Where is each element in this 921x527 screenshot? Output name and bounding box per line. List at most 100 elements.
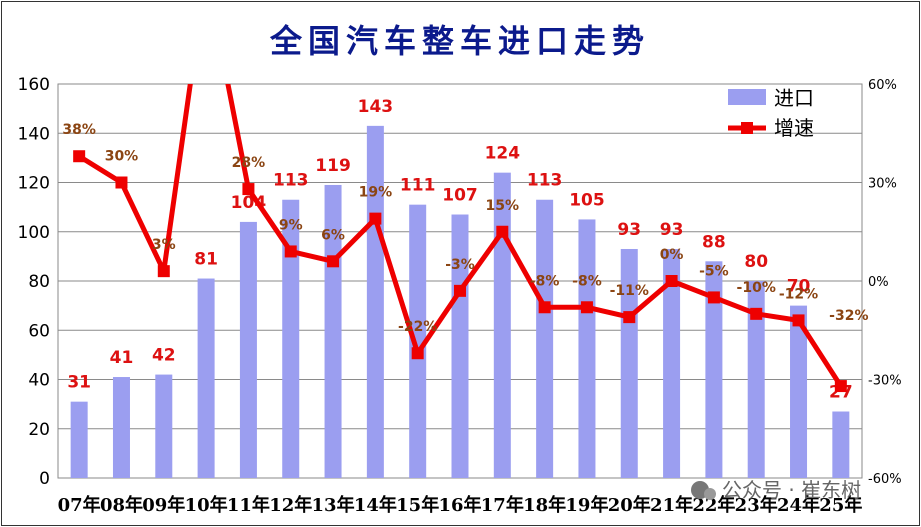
- growth-label: -10%: [737, 280, 776, 296]
- y-left-tick: 80: [28, 272, 50, 292]
- growth-marker: [284, 245, 297, 258]
- bar-label: 107: [442, 186, 478, 206]
- bar: [620, 248, 638, 478]
- y-left-tick: 100: [18, 223, 50, 243]
- x-tick-label: 24年: [777, 494, 820, 516]
- x-tick-label: 21年: [650, 494, 693, 516]
- x-tick-label: 20年: [608, 494, 651, 516]
- growth-label: 38%: [62, 122, 96, 138]
- growth-label: -5%: [699, 263, 729, 279]
- x-tick-label: 13年: [312, 494, 355, 516]
- bar: [197, 278, 215, 478]
- y-left-tick: 20: [28, 420, 50, 440]
- x-tick-label: 12年: [269, 494, 312, 516]
- x-tick-label: 14年: [354, 494, 397, 516]
- growth-marker: [750, 307, 763, 320]
- y-right-tick: 0%: [868, 275, 889, 290]
- legend-label-line: 增速: [774, 116, 814, 140]
- bar-label: 113: [527, 171, 563, 191]
- x-tick-label: 08年: [100, 494, 143, 516]
- growth-marker: [369, 212, 382, 225]
- growth-label: 15%: [486, 198, 520, 214]
- bar: [70, 401, 88, 478]
- bar: [747, 281, 765, 478]
- growth-marker: [538, 301, 551, 314]
- watermark-text: 公众号 · 崔东树: [722, 478, 861, 502]
- growth-label: -11%: [610, 283, 649, 299]
- growth-marker: [834, 380, 847, 393]
- y-left-tick: 120: [18, 174, 50, 194]
- growth-marker: [792, 314, 805, 327]
- growth-label: -32%: [829, 308, 868, 324]
- watermark: 公众号 · 崔东树: [691, 478, 861, 502]
- x-tick-label: 22年: [692, 494, 735, 516]
- growth-label: 28%: [232, 155, 266, 171]
- growth-label: -12%: [779, 286, 818, 302]
- growth-marker: [242, 183, 255, 196]
- legend-marker: [741, 122, 753, 134]
- x-tick-label: 16年: [438, 494, 481, 516]
- y-right-tick: 60%: [868, 78, 897, 93]
- growth-marker: [580, 301, 593, 314]
- bar: [282, 199, 300, 479]
- x-tick-label: 15年: [396, 494, 439, 516]
- bar: [536, 199, 554, 479]
- growth-label: 30%: [105, 149, 139, 165]
- chart-title: 全国汽车整车进口走势: [269, 22, 650, 60]
- growth-marker: [496, 225, 509, 238]
- growth-marker: [115, 176, 128, 189]
- bar-label: 88: [702, 232, 726, 252]
- y-right-tick: -30%: [868, 374, 902, 389]
- bar: [409, 204, 427, 478]
- y-left-tick: 60: [28, 321, 50, 341]
- bar-label: 31: [67, 373, 91, 393]
- y-right-tick: 30%: [868, 177, 897, 192]
- x-tick-label: 25年: [819, 494, 862, 516]
- bar: [493, 172, 511, 478]
- y-left-tick: 40: [28, 371, 50, 391]
- growth-marker: [707, 291, 720, 304]
- growth-label: 3%: [152, 237, 176, 253]
- growth-marker: [454, 284, 466, 297]
- bar: [705, 261, 723, 478]
- growth-label: -8%: [572, 273, 602, 289]
- growth-label: 0%: [660, 247, 684, 263]
- x-tick-label: 11年: [227, 494, 270, 516]
- growth-marker: [411, 347, 424, 360]
- growth-line: 38% 30% 3% 28% 9% 6% 19% -22% -3% 15% -8% -8% -11% 0%…: [62, 84, 869, 393]
- x-tick-label: 17年: [481, 494, 524, 516]
- growth-label: -8%: [530, 273, 560, 289]
- growth-marker: [73, 150, 86, 163]
- y-left-tick: 0: [39, 469, 50, 489]
- bar-label: 119: [315, 156, 351, 176]
- bar-label: 42: [152, 346, 176, 366]
- growth-marker: [665, 275, 678, 287]
- bar: [239, 221, 257, 478]
- growth-marker: [157, 265, 170, 278]
- bar: [366, 125, 384, 479]
- bar-label: 124: [485, 144, 521, 164]
- growth-label: 6%: [321, 227, 345, 243]
- axes: 0 20 40 60 80 100 120 140 160 -60% -30% 0% 30% 60% 07年…: [18, 75, 902, 516]
- growth-label: -3%: [445, 257, 475, 273]
- bar: [832, 411, 850, 478]
- x-tick-label: 07年: [58, 494, 101, 516]
- x-tick-label: 09年: [142, 494, 185, 516]
- bar-label: 93: [617, 220, 641, 240]
- legend-label-bar: 进口: [774, 86, 814, 110]
- growth-marker: [623, 311, 636, 324]
- x-tick-label: 10年: [185, 494, 228, 516]
- bar-label: 105: [569, 190, 605, 210]
- bar: [790, 305, 808, 478]
- bar-label: 41: [110, 348, 134, 368]
- growth-marker: [327, 255, 340, 268]
- growth-label: -22%: [398, 319, 437, 335]
- growth-label: 9%: [279, 217, 303, 233]
- bar: [578, 219, 596, 478]
- bar-label: 111: [400, 176, 436, 196]
- bar-label: 81: [194, 250, 218, 270]
- x-tick-label: 23年: [735, 494, 778, 516]
